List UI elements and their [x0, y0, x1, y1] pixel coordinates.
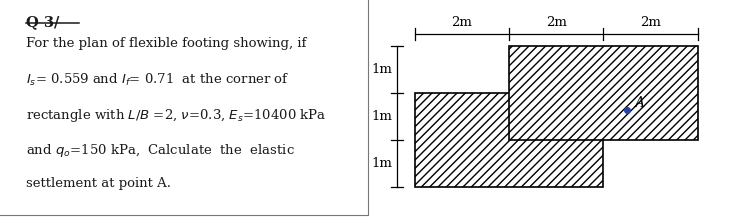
- Text: 1m: 1m: [371, 110, 392, 123]
- Text: 1m: 1m: [371, 63, 392, 76]
- Text: Q 3/: Q 3/: [26, 15, 59, 29]
- Bar: [414, 93, 603, 187]
- Text: 2m: 2m: [640, 16, 661, 29]
- Text: settlement at point A.: settlement at point A.: [26, 177, 171, 190]
- Text: For the plan of flexible footing showing, if: For the plan of flexible footing showing…: [26, 37, 306, 50]
- Bar: [509, 46, 698, 140]
- Text: A: A: [634, 96, 644, 110]
- Text: rectangle with $L/B$ =2, $\nu$=0.3, $E_s$=10400 kPa: rectangle with $L/B$ =2, $\nu$=0.3, $E_s…: [26, 107, 326, 124]
- Text: 1m: 1m: [371, 157, 392, 170]
- Text: 2m: 2m: [545, 16, 567, 29]
- Text: $I_s$= 0.559 and $I_f$= 0.71  at the corner of: $I_s$= 0.559 and $I_f$= 0.71 at the corn…: [26, 72, 289, 88]
- Text: 2m: 2m: [451, 16, 472, 29]
- Text: and $q_o$=150 kPa,  Calculate  the  elastic: and $q_o$=150 kPa, Calculate the elastic: [26, 142, 295, 159]
